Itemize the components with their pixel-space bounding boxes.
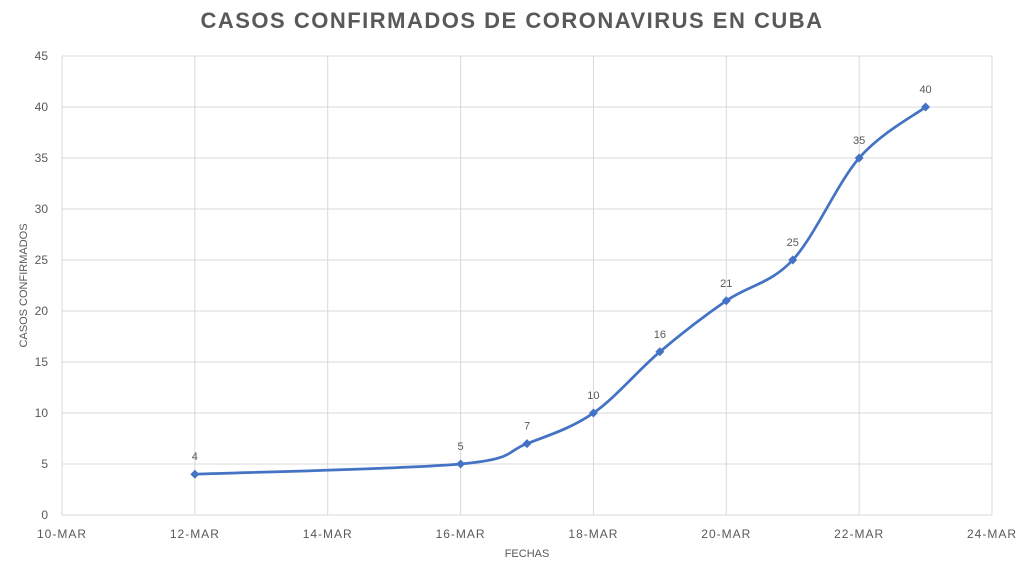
data-point: [788, 255, 798, 265]
y-tick-label: 10: [35, 406, 49, 420]
y-tick-label: 0: [41, 508, 48, 522]
data-point: [655, 347, 665, 357]
data-label: 5: [458, 441, 464, 453]
x-tick-label: 20-MAR: [701, 527, 751, 541]
y-axis-title: CASOS CONFIRMADOS: [18, 223, 30, 347]
data-label: 7: [524, 421, 530, 433]
data-point: [522, 439, 532, 449]
y-tick-label: 40: [35, 100, 49, 114]
data-label: 40: [919, 84, 931, 96]
y-tick-label: 5: [41, 457, 48, 471]
data-point: [854, 153, 864, 163]
y-axis-ticks: 0 5 10 15 20 25 30 35 40 45: [35, 49, 49, 522]
x-tick-label: 12-MAR: [170, 527, 220, 541]
x-tick-label: 10-MAR: [37, 527, 87, 541]
data-point: [456, 459, 466, 469]
data-point: [921, 102, 931, 112]
data-label: 21: [720, 278, 732, 290]
series-line: [194, 105, 927, 476]
data-point: [190, 469, 200, 479]
data-label: 25: [787, 237, 799, 249]
x-axis-ticks: 10-MAR 12-MAR 14-MAR 16-MAR 18-MAR 20-MAR 22-M…: [37, 527, 1017, 541]
data-label: 35: [853, 135, 865, 147]
x-tick-label: 14-MAR: [303, 527, 353, 541]
data-label: 10: [587, 390, 599, 402]
data-point: [588, 408, 598, 418]
data-label: 4: [192, 451, 198, 463]
y-tick-label: 35: [35, 151, 49, 165]
series-casos: 4 5 7 10 16 21 25 35 40: [190, 84, 932, 479]
x-tick-label: 16-MAR: [436, 527, 486, 541]
y-tick-label: 45: [35, 49, 49, 63]
chart-title: CASOS CONFIRMADOS DE CORONAVIRUS EN CUBA: [200, 8, 824, 33]
y-tick-label: 25: [35, 253, 49, 267]
data-point: [721, 296, 731, 306]
x-tick-label: 24-MAR: [967, 527, 1017, 541]
y-tick-label: 15: [35, 355, 49, 369]
y-tick-label: 20: [35, 304, 49, 318]
y-tick-label: 30: [35, 202, 49, 216]
vertical-gridlines: [61, 56, 993, 515]
data-label: 16: [654, 329, 666, 341]
horizontal-gridlines: [62, 55, 992, 516]
x-axis-title: FECHAS: [505, 548, 550, 560]
x-tick-label: 22-MAR: [834, 527, 884, 541]
x-tick-label: 18-MAR: [568, 527, 618, 541]
